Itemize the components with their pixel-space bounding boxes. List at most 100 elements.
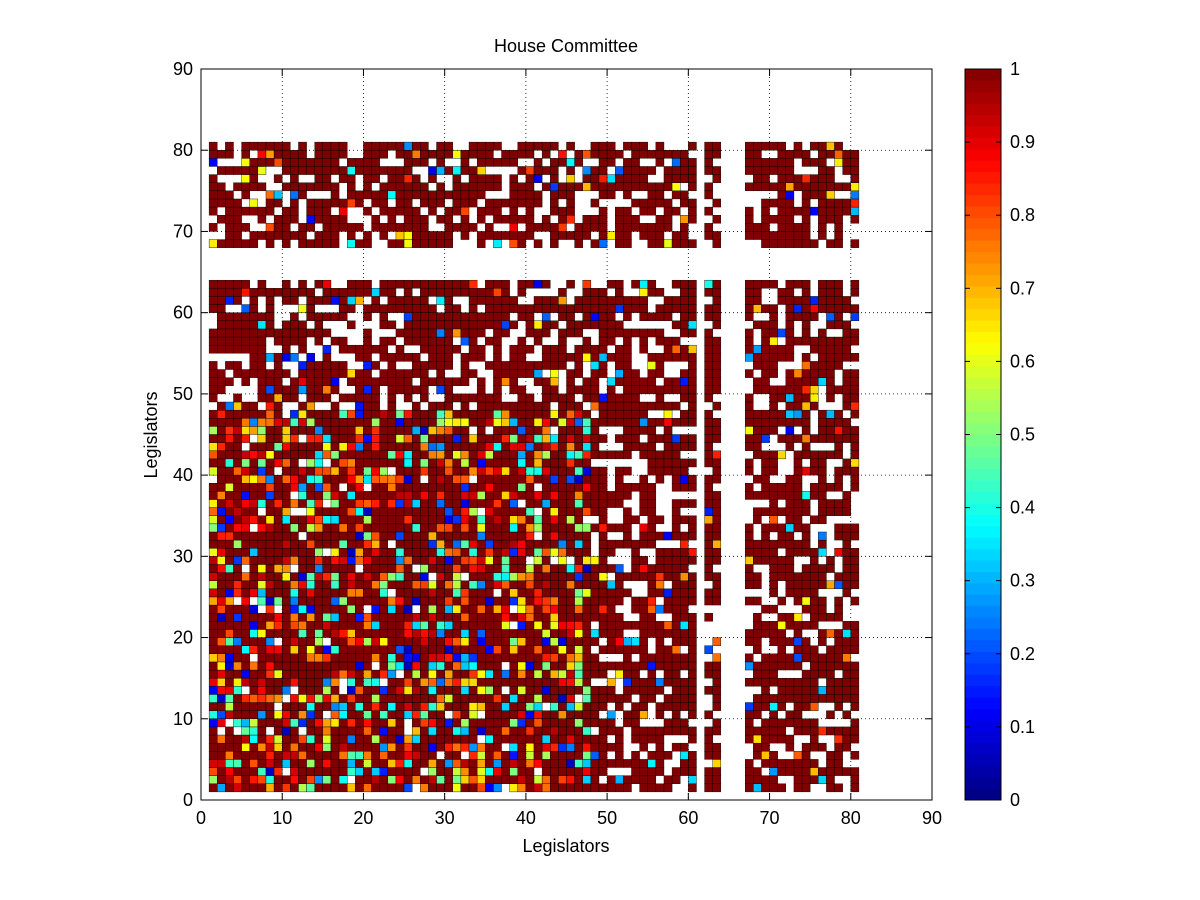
heatmap-cell <box>363 710 372 719</box>
y-tick-label: 30 <box>173 546 193 566</box>
heatmap-cell <box>282 677 291 687</box>
heatmap-cell <box>493 759 502 768</box>
heatmap-cell <box>639 312 648 321</box>
heatmap-cell <box>769 572 778 581</box>
heatmap-cell <box>273 523 283 533</box>
heatmap-cell <box>533 474 543 484</box>
heatmap-cell <box>485 393 494 403</box>
heatmap-cell <box>322 523 332 533</box>
heatmap-cell <box>574 677 583 687</box>
heatmap-cell <box>647 466 657 476</box>
heatmap-cell <box>225 377 234 386</box>
heatmap-cell <box>744 702 754 711</box>
heatmap-cell <box>436 353 445 362</box>
heatmap-cell <box>826 661 835 671</box>
heatmap-cell <box>525 279 535 289</box>
heatmap-cell <box>273 474 283 484</box>
heatmap-cell <box>395 637 405 646</box>
heatmap-cell <box>485 572 494 581</box>
heatmap-cell <box>485 483 494 492</box>
heatmap-cell <box>704 369 713 378</box>
heatmap-cell <box>225 726 234 736</box>
heatmap-cell <box>371 198 380 208</box>
heatmap-cell <box>225 198 234 208</box>
heatmap-cell <box>744 572 754 581</box>
heatmap-cell <box>225 596 234 606</box>
heatmap-cell <box>680 556 689 565</box>
heatmap-cell <box>298 702 307 711</box>
heatmap-cell <box>379 556 389 565</box>
heatmap-cell <box>468 783 478 793</box>
heatmap-cell <box>322 653 332 663</box>
heatmap-cell <box>363 726 372 736</box>
heatmap-cell <box>834 677 843 687</box>
heatmap-cell <box>241 539 250 549</box>
heatmap-cell <box>485 458 494 468</box>
heatmap-cell <box>298 442 307 451</box>
heatmap-cell <box>850 304 860 313</box>
heatmap-cell <box>704 499 713 508</box>
heatmap-cell <box>793 653 803 663</box>
heatmap-cell <box>371 767 380 776</box>
heatmap-cell <box>476 645 486 654</box>
heatmap-cell <box>558 474 567 484</box>
colorbar-step <box>965 160 1001 173</box>
heatmap-cell <box>818 539 827 549</box>
heatmap-cell <box>330 694 340 703</box>
heatmap-cell <box>793 661 803 671</box>
heatmap-cell <box>785 401 795 411</box>
colorbar-step <box>965 377 1001 390</box>
heatmap-cell <box>298 742 307 752</box>
heatmap-cell <box>809 515 819 525</box>
heatmap-cell <box>761 174 770 183</box>
heatmap-cell <box>712 174 722 183</box>
heatmap-cell <box>533 279 543 289</box>
heatmap-cell <box>517 629 527 638</box>
heatmap-cell <box>598 580 608 590</box>
heatmap-cell <box>355 515 364 525</box>
heatmap-cell <box>501 612 510 622</box>
heatmap-cell <box>314 523 324 533</box>
heatmap-cell <box>639 564 648 573</box>
heatmap-cell <box>363 580 372 590</box>
heatmap-cell <box>460 214 470 224</box>
heatmap-cell <box>306 686 315 695</box>
heatmap-cell <box>558 621 567 630</box>
heatmap-cell <box>273 507 283 516</box>
heatmap-cell <box>306 702 315 711</box>
heatmap-cell <box>558 158 567 167</box>
heatmap-cell <box>541 223 551 232</box>
heatmap-cell <box>680 661 689 671</box>
heatmap-cell <box>306 783 315 793</box>
heatmap-cell <box>208 507 218 516</box>
heatmap-cell <box>777 596 786 606</box>
heatmap-cell <box>639 279 648 289</box>
heatmap-cell <box>753 320 762 330</box>
heatmap-cell <box>379 369 389 378</box>
heatmap-cell <box>387 304 397 313</box>
heatmap-cell <box>801 442 811 451</box>
heatmap-cell <box>395 515 405 525</box>
heatmap-cell <box>208 434 218 443</box>
heatmap-cell <box>525 677 535 687</box>
heatmap-cell <box>257 588 267 598</box>
heatmap-cell <box>663 426 673 435</box>
heatmap-cell <box>769 783 778 793</box>
heatmap-cell <box>403 369 413 378</box>
heatmap-cell <box>403 328 413 338</box>
heatmap-cell <box>509 499 518 508</box>
heatmap-cell <box>590 556 600 565</box>
heatmap-cell <box>379 629 389 638</box>
heatmap-cell <box>476 239 486 248</box>
heatmap-cell <box>468 296 478 305</box>
heatmap-cell <box>663 548 673 557</box>
heatmap-cell <box>785 150 795 159</box>
heatmap-cell <box>850 751 860 760</box>
heatmap-cell <box>436 718 445 728</box>
heatmap-cell <box>387 320 397 330</box>
heatmap-cell <box>785 320 795 330</box>
heatmap-cell <box>688 775 697 784</box>
heatmap-cell <box>290 328 299 338</box>
heatmap-cell <box>574 767 583 776</box>
heatmap-cell <box>598 344 608 354</box>
